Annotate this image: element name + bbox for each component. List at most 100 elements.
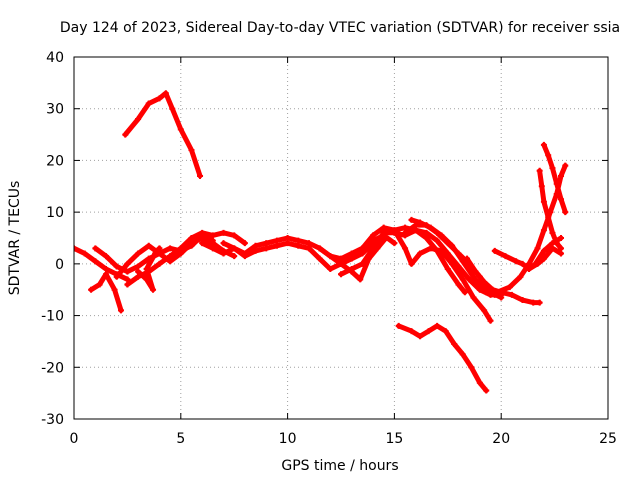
data-point xyxy=(327,266,334,273)
data-point xyxy=(540,247,547,254)
data-point xyxy=(459,276,466,283)
grid-lines xyxy=(74,57,608,419)
data-point xyxy=(549,229,556,236)
series-line xyxy=(317,235,389,282)
x-tick-label: 15 xyxy=(385,431,403,447)
data-point xyxy=(519,297,526,304)
series-track-21 xyxy=(536,167,565,252)
data-point xyxy=(167,245,174,252)
data-point xyxy=(402,245,409,252)
data-point xyxy=(273,237,280,244)
data-point xyxy=(534,260,541,267)
data-point xyxy=(558,245,565,252)
data-point xyxy=(220,240,227,247)
data-point xyxy=(558,250,565,257)
y-tick-label: -10 xyxy=(41,309,64,325)
data-point xyxy=(534,245,541,252)
data-point xyxy=(316,245,323,252)
data-point xyxy=(438,232,445,239)
data-point xyxy=(295,237,302,244)
data-point xyxy=(359,245,366,252)
data-point xyxy=(540,255,547,262)
series-track-16 xyxy=(395,322,490,394)
data-layer xyxy=(74,90,569,394)
data-point xyxy=(152,250,159,257)
data-point xyxy=(402,224,409,231)
data-point xyxy=(525,266,532,273)
data-point xyxy=(145,242,152,249)
data-point xyxy=(425,328,432,335)
data-point xyxy=(483,387,490,394)
data-point xyxy=(525,260,532,267)
data-point xyxy=(81,250,88,257)
y-tick-label: 40 xyxy=(46,50,64,66)
data-point xyxy=(327,253,334,260)
data-point xyxy=(348,250,355,257)
data-point xyxy=(449,242,456,249)
data-point xyxy=(391,227,398,234)
data-point xyxy=(549,165,556,172)
data-point xyxy=(451,341,458,348)
data-point xyxy=(284,240,291,247)
data-point xyxy=(549,245,556,252)
data-point xyxy=(145,100,152,107)
data-point xyxy=(517,273,524,280)
data-point xyxy=(103,266,110,273)
series-track-07 xyxy=(122,90,204,179)
data-point xyxy=(88,286,95,293)
data-point xyxy=(96,281,103,288)
data-point xyxy=(359,260,366,267)
data-point xyxy=(209,245,216,252)
data-point xyxy=(536,167,543,174)
y-tick-label: 0 xyxy=(55,257,64,273)
data-point xyxy=(209,232,216,239)
data-point xyxy=(459,351,466,358)
data-point xyxy=(177,126,184,133)
data-point xyxy=(316,255,323,262)
data-point xyxy=(402,229,409,236)
data-point xyxy=(124,281,131,288)
series-track-15 xyxy=(408,216,498,298)
data-point xyxy=(553,180,560,187)
data-point xyxy=(252,247,259,254)
y-tick-label: -30 xyxy=(41,412,64,428)
data-point xyxy=(417,333,424,340)
data-point xyxy=(487,317,494,324)
data-point xyxy=(459,258,466,265)
data-point xyxy=(113,273,120,280)
data-point xyxy=(135,268,142,275)
data-point xyxy=(468,364,475,371)
data-point xyxy=(135,250,142,257)
data-point xyxy=(370,232,377,239)
data-point xyxy=(284,235,291,241)
y-axis-label: SDTVAR / TECUs xyxy=(7,181,23,296)
data-point xyxy=(470,273,477,280)
data-point xyxy=(348,266,355,273)
data-point xyxy=(295,242,302,249)
data-point xyxy=(427,224,434,231)
data-point xyxy=(231,245,238,252)
data-point xyxy=(455,281,462,288)
data-point xyxy=(423,235,430,241)
data-point xyxy=(74,245,77,252)
data-point xyxy=(562,162,569,169)
x-tick-label: 0 xyxy=(70,431,79,447)
data-point xyxy=(348,255,355,262)
y-tick-label: -20 xyxy=(41,360,64,376)
data-point xyxy=(231,232,238,239)
data-point xyxy=(124,260,131,267)
data-point xyxy=(167,258,174,265)
data-point xyxy=(493,289,500,296)
data-point xyxy=(124,268,131,275)
data-point xyxy=(558,235,565,241)
x-tick-label: 10 xyxy=(279,431,297,447)
data-point xyxy=(92,245,99,252)
data-point xyxy=(536,299,543,306)
data-point xyxy=(103,253,110,260)
x-tick-label: 5 xyxy=(176,431,185,447)
x-tick-label: 20 xyxy=(492,431,510,447)
series-line xyxy=(221,235,387,272)
series-line xyxy=(122,90,203,179)
data-point xyxy=(156,95,163,102)
